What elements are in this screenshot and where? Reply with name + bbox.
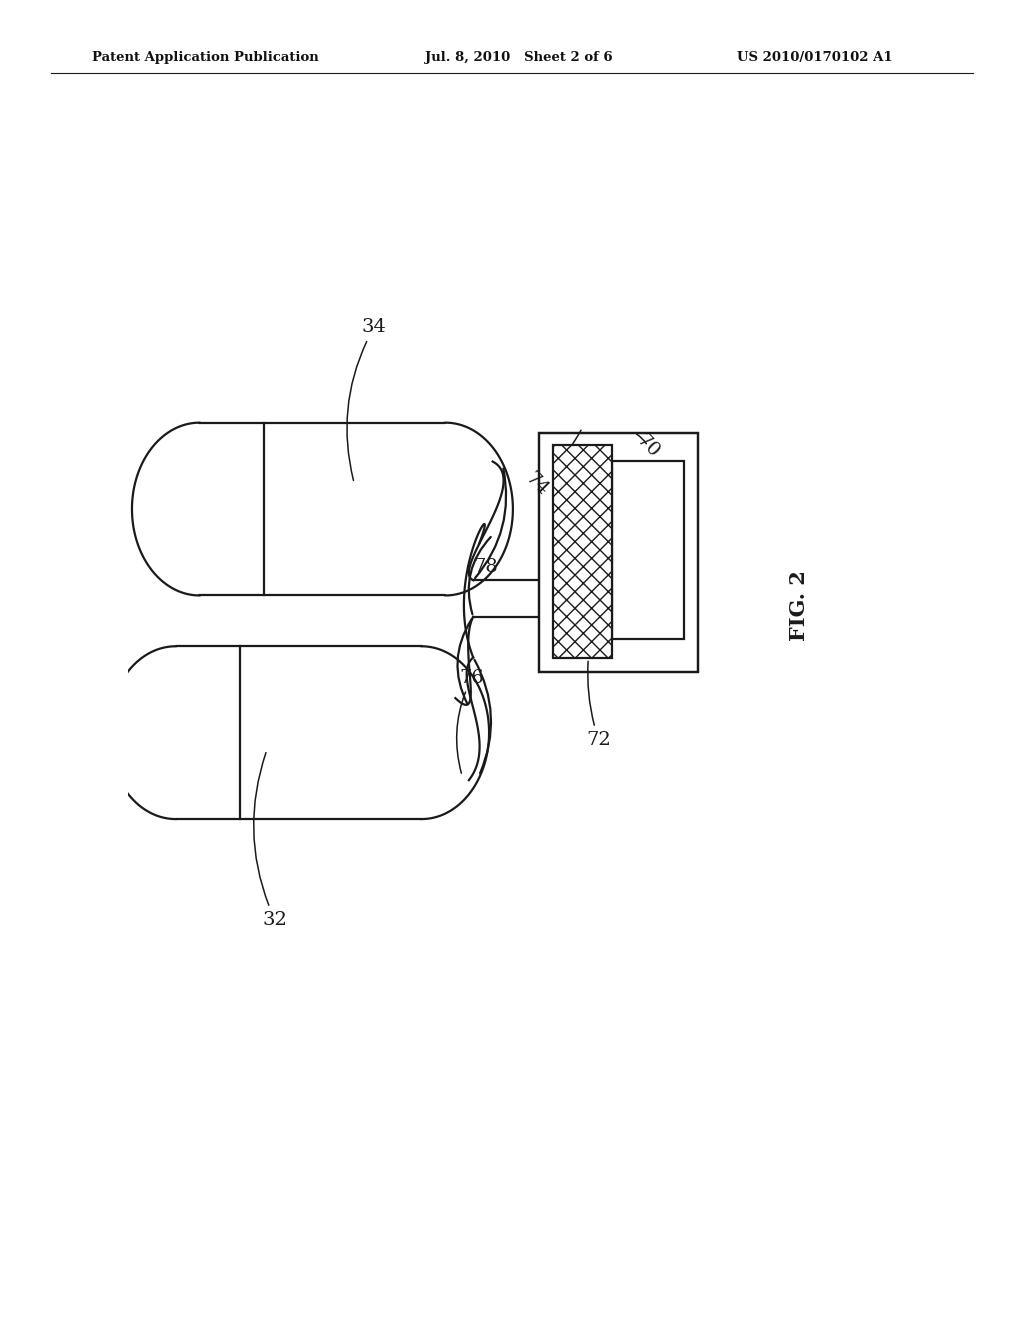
Bar bbox=[553, 445, 612, 659]
Text: 32: 32 bbox=[254, 752, 288, 928]
Text: 34: 34 bbox=[347, 318, 386, 480]
Text: Jul. 8, 2010   Sheet 2 of 6: Jul. 8, 2010 Sheet 2 of 6 bbox=[425, 51, 612, 65]
Text: FIG. 2: FIG. 2 bbox=[788, 570, 809, 642]
Text: US 2010/0170102 A1: US 2010/0170102 A1 bbox=[737, 51, 893, 65]
Text: 74: 74 bbox=[521, 430, 581, 499]
Text: 78: 78 bbox=[473, 558, 498, 576]
Text: 72: 72 bbox=[586, 661, 611, 748]
Text: 70: 70 bbox=[633, 432, 663, 461]
Bar bbox=[539, 433, 697, 672]
Text: 76: 76 bbox=[457, 669, 484, 774]
Text: Patent Application Publication: Patent Application Publication bbox=[92, 51, 318, 65]
Bar bbox=[612, 461, 684, 639]
